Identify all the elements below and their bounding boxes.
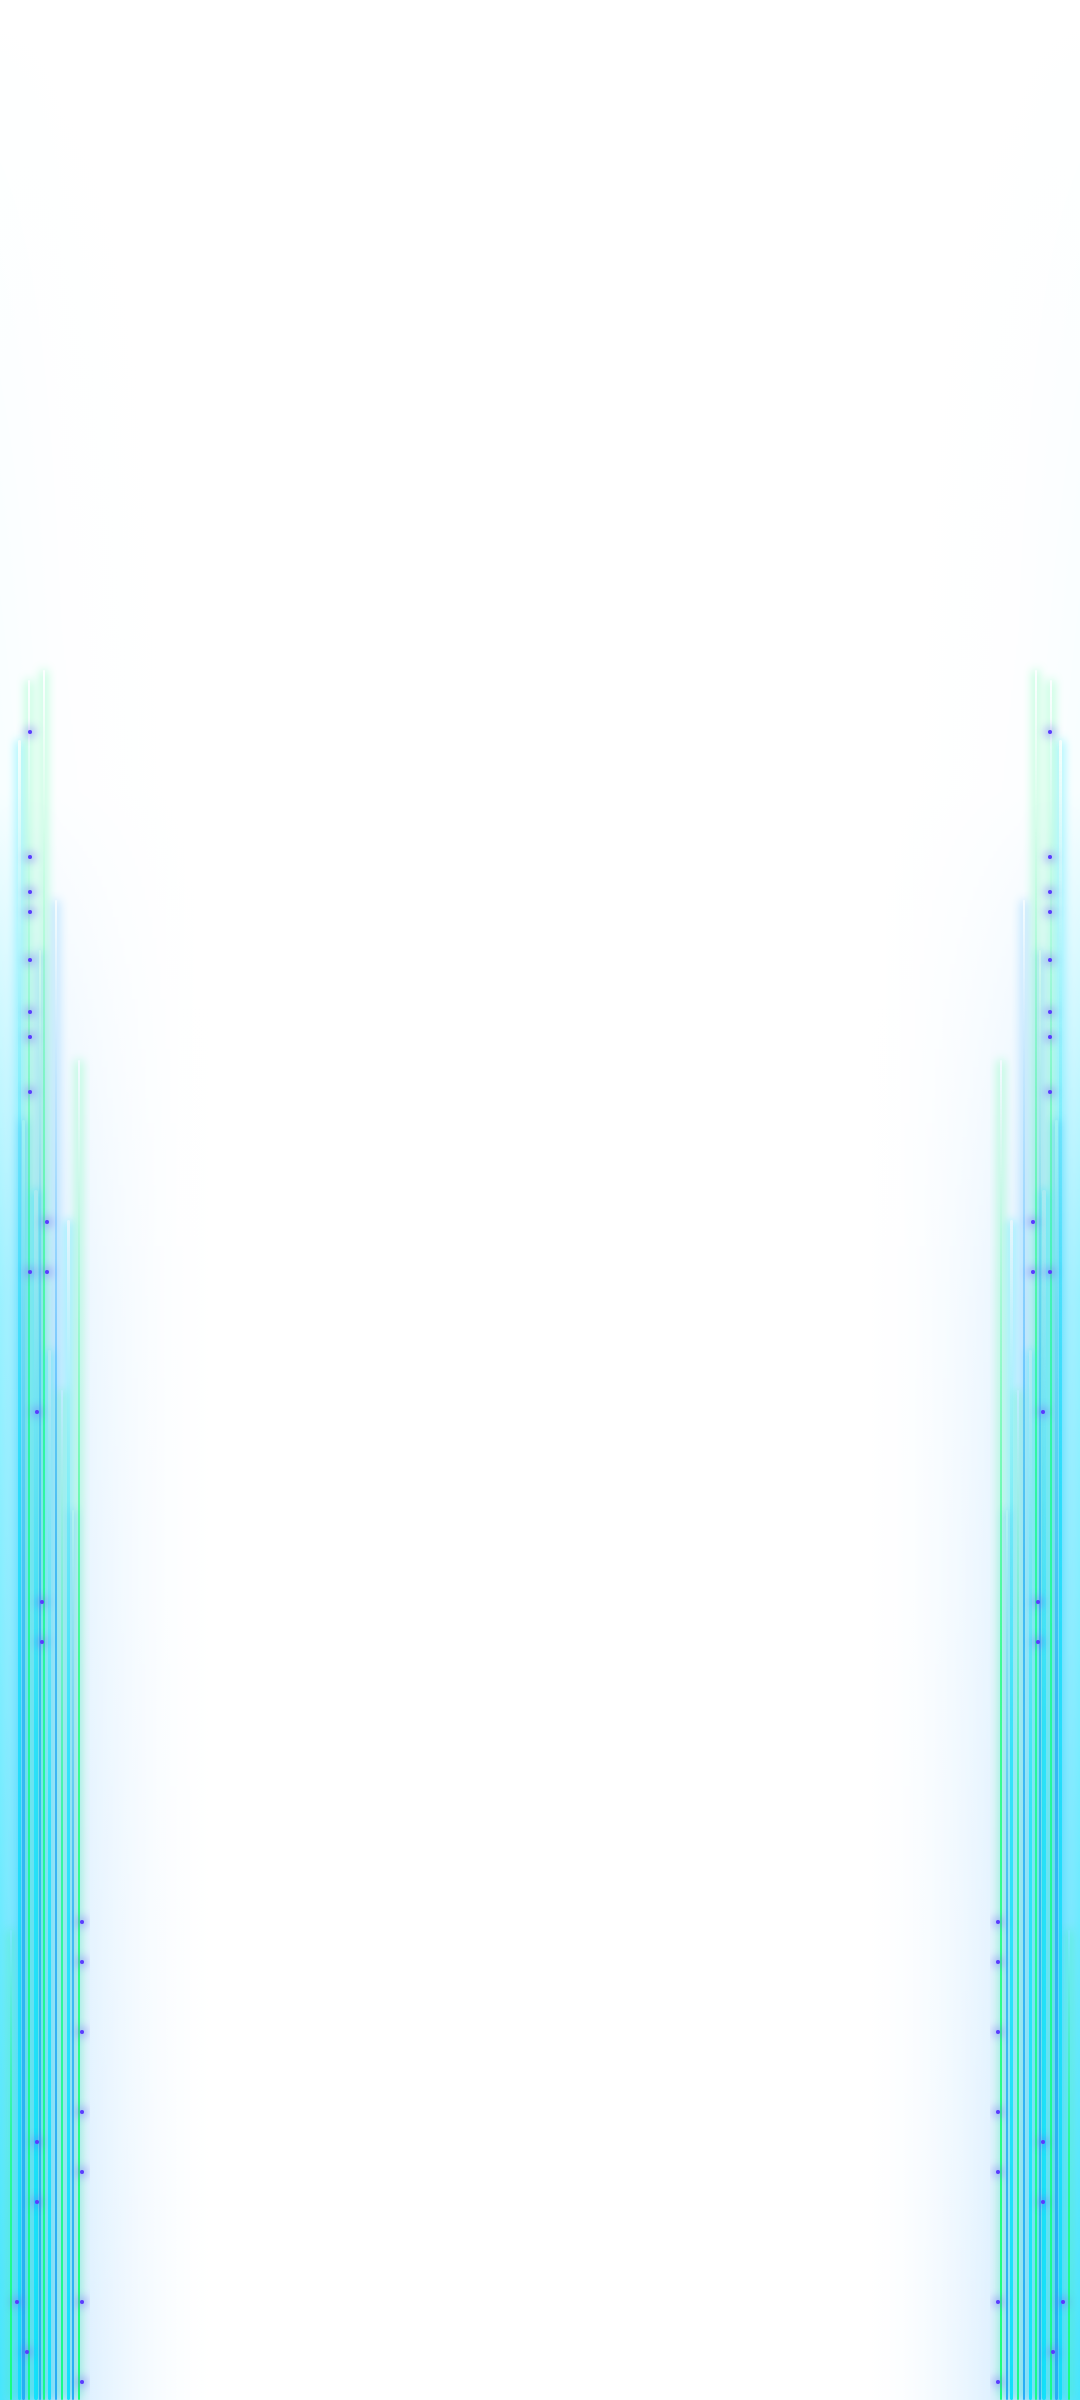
light-sparkle [996,2170,1000,2174]
light-streak [61,1390,63,2400]
light-streak [28,680,30,2400]
light-sparkle [1041,1410,1045,1414]
light-sparkle [1048,1090,1052,1094]
light-sparkle [28,730,32,734]
light-sparkle [40,1600,44,1604]
light-sparkle [45,1270,49,1274]
light-streak [1006,1510,1008,2400]
light-sparkle [1036,1600,1040,1604]
light-streak [1050,680,1052,2400]
light-sparkle [28,1270,32,1274]
light-sparkle [1048,1035,1052,1039]
light-streak [1068,1930,1070,2400]
light-sparkle [1036,1640,1040,1644]
light-sparkle [28,1090,32,1094]
light-sparkle [28,958,32,962]
light-sparkle [1048,958,1052,962]
light-sparkle [80,1960,84,1964]
light-sparkle [1031,1270,1035,1274]
light-streak [1000,1060,1002,2400]
light-streak [72,1510,74,2400]
light-streak [55,900,57,2400]
light-sparkle [996,2300,1000,2304]
light-streak [1035,670,1037,2400]
light-streak [1042,1190,1046,2400]
left-edge-light-effect [0,0,90,2400]
light-sparkle [1048,1270,1052,1274]
light-streak [43,670,45,2400]
light-streak [22,1120,25,2400]
light-sparkle [1041,2200,1045,2204]
light-sparkle [1048,855,1052,859]
right-edge-light-effect [990,0,1080,2400]
light-streak [1055,1120,1058,2400]
light-sparkle [80,2030,84,2034]
light-sparkle [996,2030,1000,2034]
light-streak [39,950,41,2400]
light-sparkle [1048,890,1052,894]
light-sparkle [1041,2140,1045,2144]
light-sparkle [35,2140,39,2144]
light-sparkle [35,2200,39,2204]
light-sparkle [80,2110,84,2114]
light-streak [18,740,21,2400]
light-streak [67,1220,70,2400]
light-sparkle [35,1410,39,1414]
light-sparkle [80,2380,84,2384]
light-streak [1039,950,1041,2400]
light-sparkle [996,1920,1000,1924]
light-streak [78,1060,80,2400]
light-sparkle [45,1220,49,1224]
light-sparkle [1048,1010,1052,1014]
light-sparkle [40,1640,44,1644]
light-sparkle [80,2300,84,2304]
light-streak [1017,1390,1019,2400]
light-sparkle [1048,910,1052,914]
light-sparkle [1031,1220,1035,1224]
light-sparkle [996,2380,1000,2384]
light-sparkle [28,890,32,894]
light-sparkle [1048,730,1052,734]
light-sparkle [996,2110,1000,2114]
light-sparkle [80,1920,84,1924]
light-sparkle [25,2350,29,2354]
light-streak [1059,740,1062,2400]
light-streak [48,1350,51,2400]
light-streak [1023,900,1025,2400]
light-sparkle [1051,2350,1055,2354]
light-sparkle [28,1010,32,1014]
light-streak [34,1190,38,2400]
light-sparkle [28,855,32,859]
light-streak [1010,1220,1013,2400]
light-sparkle [28,1035,32,1039]
light-sparkle [996,1960,1000,1964]
light-sparkle [28,910,32,914]
light-streak [10,1930,12,2400]
light-sparkle [1061,2300,1065,2304]
light-sparkle [15,2300,19,2304]
light-streak [1029,1350,1032,2400]
light-sparkle [80,2170,84,2174]
